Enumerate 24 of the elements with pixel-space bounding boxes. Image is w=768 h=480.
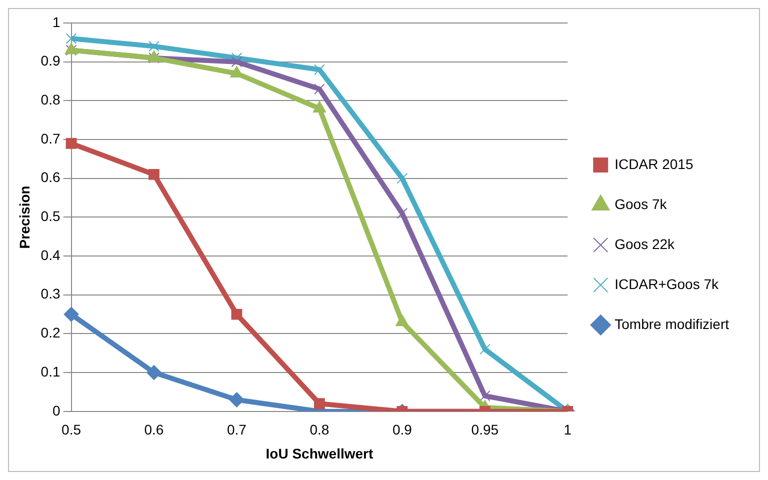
x-axis-title: IoU Schwellwert	[266, 445, 374, 462]
legend-label: Goos 22k	[614, 236, 676, 252]
y-tick-label: 0.8	[40, 92, 60, 108]
x-tick-label: 0.7	[226, 422, 247, 438]
x-tick-label: 0.95	[471, 422, 499, 438]
y-tick-label: 0.4	[40, 246, 60, 263]
x-tick-label: 0.9	[392, 422, 412, 438]
legend-label: ICDAR 2015	[614, 156, 694, 172]
y-tick-label: 0.7	[40, 130, 60, 146]
y-tick-label: 0.5	[40, 208, 60, 224]
legend-label: Tombre modifiziert	[614, 316, 730, 332]
x-tick-label: 1	[564, 422, 572, 438]
y-tick-label: 0.3	[40, 286, 60, 302]
y-axis-title: Precision	[16, 186, 32, 249]
y-tick-label: 0.2	[40, 324, 60, 341]
y-tick-label: 0.9	[40, 52, 60, 69]
legend-label: ICDAR+Goos 7k	[614, 276, 720, 292]
legend-label: Goos 7k	[614, 196, 668, 212]
x-tick-label: 0.8	[310, 422, 330, 438]
y-tick-label: 0.1	[40, 363, 60, 380]
y-tick-label: 0	[52, 402, 60, 418]
y-tick-label: 1	[52, 14, 60, 30]
y-tick-label: 0.6	[40, 169, 60, 186]
x-tick-label: 0.6	[144, 422, 164, 438]
